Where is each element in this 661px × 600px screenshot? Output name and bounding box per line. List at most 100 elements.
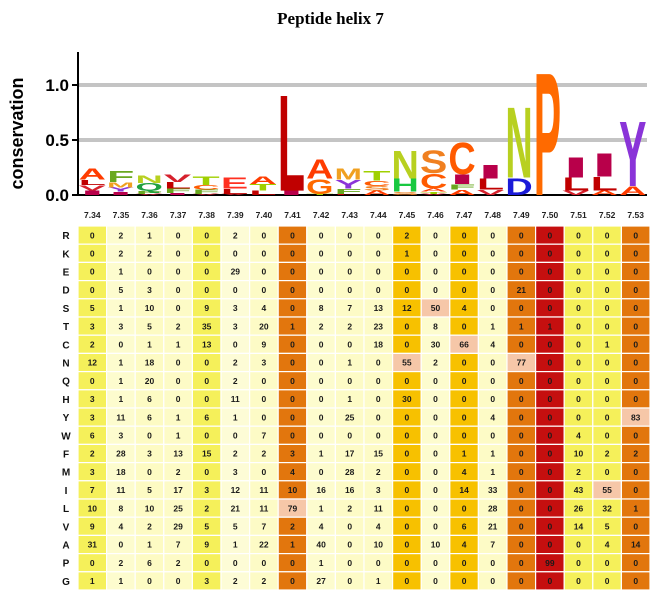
cell-value: 0 — [633, 358, 638, 368]
position-label: 7.44 — [370, 210, 387, 220]
cell-value: 40 — [316, 540, 326, 550]
cell-value: 0 — [176, 267, 181, 277]
cell-value: 0 — [605, 249, 610, 259]
logo-letter-Y: Y — [107, 186, 134, 193]
cell-value: 0 — [462, 321, 467, 331]
cell-value: 0 — [519, 467, 524, 477]
cell-value: 1 — [633, 503, 638, 513]
residue-label-R: R — [62, 231, 70, 242]
cell-value: 2 — [347, 503, 352, 513]
cell-value: 0 — [576, 558, 581, 568]
cell-value: 2 — [576, 467, 581, 477]
residue-label-F: F — [63, 450, 69, 461]
cell-value: 0 — [376, 267, 381, 277]
cell-value: 7 — [262, 431, 267, 441]
cell-value: 0 — [519, 576, 524, 586]
cell-value: 0 — [176, 285, 181, 295]
cell-value: 5 — [233, 522, 238, 532]
cell-value: 0 — [462, 249, 467, 259]
cell-value: 0 — [548, 303, 553, 313]
logo-letter-E: E — [221, 175, 248, 192]
logo-letter-A: A — [363, 189, 390, 196]
cell-value: 5 — [204, 522, 209, 532]
cell-value: 10 — [374, 540, 384, 550]
cell-value: 0 — [433, 267, 438, 277]
cell-value: 0 — [605, 467, 610, 477]
cell-value: 0 — [605, 321, 610, 331]
position-label: 7.41 — [284, 210, 301, 220]
cell-value: 2 — [233, 230, 238, 240]
cell-value: 0 — [548, 394, 553, 404]
cell-value: 0 — [548, 467, 553, 477]
cell-value: 79 — [288, 503, 298, 513]
cell-value: 0 — [633, 431, 638, 441]
cell-value: 0 — [433, 249, 438, 259]
cell-value: 2 — [233, 376, 238, 386]
cell-value: 0 — [290, 576, 295, 586]
cell-value: 0 — [633, 394, 638, 404]
logo-letter-V: V — [164, 172, 192, 184]
cell-value: 0 — [119, 340, 124, 350]
cell-value: 0 — [376, 558, 381, 568]
cell-value: 0 — [204, 267, 209, 277]
logo-letter-A: A — [591, 189, 618, 196]
cell-value: 1 — [147, 540, 152, 550]
logo-letter-A: A — [448, 188, 476, 197]
cell-value: 83 — [631, 412, 641, 422]
logo-letter-V: V — [135, 194, 162, 196]
cell-value: 0 — [262, 558, 267, 568]
cell-value: 3 — [204, 485, 209, 495]
logo-letter-A: A — [79, 166, 106, 183]
cell-value: 0 — [347, 340, 352, 350]
logo-letter-L: L — [278, 68, 305, 205]
cell-value: 0 — [319, 230, 324, 240]
cell-value: 99 — [545, 558, 555, 568]
cell-value: 0 — [233, 340, 238, 350]
cell-value: 0 — [262, 285, 267, 295]
cell-value: 0 — [548, 522, 553, 532]
cell-value: 4 — [262, 303, 267, 313]
cell-value: 18 — [116, 467, 126, 477]
cell-value: 3 — [147, 449, 152, 459]
cell-value: 2 — [262, 449, 267, 459]
logo-letter-F: F — [335, 187, 362, 196]
cell-value: 0 — [633, 485, 638, 495]
logo-letter-N: N — [135, 173, 162, 185]
logo-letter-A: A — [420, 188, 447, 193]
logo-letter-A: A — [249, 174, 276, 186]
cell-value: 1 — [176, 431, 181, 441]
cell-value: 0 — [633, 285, 638, 295]
cell-value: 11 — [259, 503, 268, 513]
cell-value: 0 — [290, 267, 295, 277]
logo-letter-T: T — [306, 194, 334, 196]
cell-value: 2 — [90, 449, 95, 459]
cell-value: 0 — [376, 394, 381, 404]
cell-value: 1 — [319, 503, 324, 513]
cell-value: 0 — [405, 340, 410, 350]
cell-value: 0 — [462, 285, 467, 295]
logo-letter-I: I — [448, 172, 475, 187]
cell-value: 11 — [116, 485, 125, 495]
cell-value: 11 — [231, 394, 240, 404]
cell-value: 1 — [548, 321, 553, 331]
cell-value: 0 — [405, 467, 410, 477]
cell-value: 2 — [319, 321, 324, 331]
y-tick-label: 0.0 — [45, 186, 69, 205]
cell-value: 7 — [490, 540, 495, 550]
cell-value: 8 — [119, 503, 124, 513]
cell-value: 0 — [605, 576, 610, 586]
cell-value: 2 — [405, 230, 410, 240]
cell-value: 0 — [176, 249, 181, 259]
cell-value: 1 — [290, 321, 295, 331]
cell-value: 16 — [345, 485, 355, 495]
cell-value: 0 — [576, 394, 581, 404]
cell-value: 4 — [376, 522, 381, 532]
cell-value: 0 — [204, 467, 209, 477]
cell-value: 0 — [405, 267, 410, 277]
cell-value: 0 — [605, 431, 610, 441]
cell-value: 17 — [345, 449, 355, 459]
cell-value: 0 — [433, 467, 438, 477]
cell-value: 0 — [119, 540, 124, 550]
cell-value: 0 — [433, 394, 438, 404]
cell-value: 0 — [90, 558, 95, 568]
